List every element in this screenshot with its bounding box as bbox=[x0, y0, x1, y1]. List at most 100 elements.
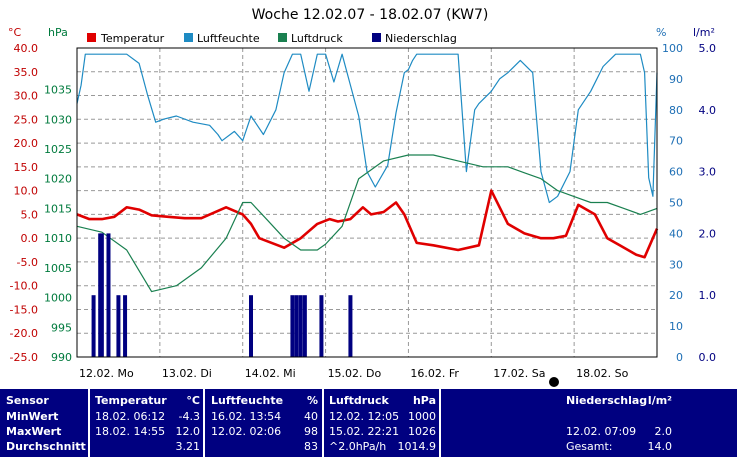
legend-label-luftfeuchte: Luftfeuchte bbox=[197, 32, 260, 45]
table-separator bbox=[88, 389, 90, 457]
precip-tick-label: 2.0 bbox=[699, 227, 717, 240]
precip-bar bbox=[116, 295, 121, 357]
pressure-tick-label: 995 bbox=[51, 321, 72, 334]
header-hum-unit: % bbox=[306, 394, 318, 407]
temp-tick-label: -5.0 bbox=[17, 256, 38, 269]
temp-tick-label: -10.0 bbox=[10, 280, 38, 293]
legend-label-niederschlag: Niederschlag bbox=[385, 32, 457, 45]
header-press-unit: hPa bbox=[412, 394, 436, 407]
temp-tick-label: 40.0 bbox=[14, 42, 39, 55]
precip-tick-label: 0.0 bbox=[699, 351, 717, 364]
pressure-tick-label: 1025 bbox=[44, 143, 72, 156]
humidity-tick-label: 80 bbox=[669, 104, 683, 117]
x-tick-label: 17.02. Sa bbox=[493, 367, 545, 380]
temp-tick-label: 20.0 bbox=[14, 137, 39, 150]
humidity-tick-label: 60 bbox=[669, 166, 683, 179]
x-tick-label: 13.02. Di bbox=[162, 367, 212, 380]
table-cell-press-val: 1026 bbox=[408, 425, 436, 438]
table-cell-press-time: 15.02. 22:21 bbox=[329, 425, 400, 438]
table-cell-hum-val: 83 bbox=[304, 440, 318, 453]
table-cell-rain-val: 2.0 bbox=[654, 425, 673, 438]
table-separator bbox=[322, 389, 324, 457]
table-cell-hum-time: 16.02. 13:54 bbox=[211, 410, 282, 423]
precip-bar bbox=[298, 295, 303, 357]
precip-bar bbox=[319, 295, 324, 357]
humidity-tick-label: 0 bbox=[676, 351, 683, 364]
table-cell-hum-val: 40 bbox=[304, 410, 318, 423]
chart-marks bbox=[76, 53, 659, 357]
x-tick-label: 18.02. So bbox=[576, 367, 628, 380]
table-cell-temp-val: -4.3 bbox=[178, 410, 200, 423]
plot-frame bbox=[76, 47, 658, 358]
temp-unit-label: °C bbox=[8, 26, 22, 39]
legend-swatch-niederschlag bbox=[372, 33, 381, 42]
axis-ticks: 40.0 35.0 30.0 25.0 20.0 15.0 10.0 5.0 0.0 -5.0 -1… bbox=[10, 42, 716, 380]
humidity-tick-label: 50 bbox=[669, 197, 683, 210]
pressure-unit-label: hPa bbox=[48, 26, 68, 39]
table-cell-press-time: 12.02. 12:05 bbox=[329, 410, 400, 423]
table-cell-rain-time: 12.02. 07:09 bbox=[566, 425, 637, 438]
precip-tick-label: 4.0 bbox=[699, 104, 717, 117]
humidity-unit-label: % bbox=[656, 26, 666, 39]
precip-bar bbox=[99, 233, 104, 357]
chart-title: Woche 12.02.07 - 18.02.07 (KW7) bbox=[252, 7, 489, 23]
precip-tick-label: 5.0 bbox=[699, 42, 717, 55]
weather-chart: Woche 12.02.07 - 18.02.07 (KW7) Temperat… bbox=[8, 7, 716, 387]
legend-swatch-luftfeuchte bbox=[184, 33, 193, 42]
humidity-tick-label: 10 bbox=[669, 320, 683, 333]
x-tick-label: 12.02. Mo bbox=[79, 367, 134, 380]
marker-dot bbox=[549, 377, 559, 387]
grid bbox=[77, 48, 657, 357]
pressure-tick-label: 1005 bbox=[44, 262, 72, 275]
temp-tick-label: 30.0 bbox=[14, 90, 39, 103]
table-cell-label: MinWert bbox=[6, 410, 59, 423]
temp-tick-label: -15.0 bbox=[10, 303, 38, 316]
table-cell-temp-time: 18.02. 06:12 bbox=[95, 410, 166, 423]
header-luftfeuchte: Luftfeuchte bbox=[211, 394, 284, 407]
humidity-tick-label: 30 bbox=[669, 258, 683, 271]
table-cell-label: Durchschnitt bbox=[6, 440, 86, 453]
header-rain-unit: l/m² bbox=[647, 394, 672, 407]
temp-tick-label: 15.0 bbox=[14, 161, 39, 174]
legend-label-luftdruck: Luftdruck bbox=[291, 32, 343, 45]
precip-bar bbox=[302, 295, 307, 357]
humidity-tick-label: 100 bbox=[662, 42, 683, 55]
temp-tick-label: 0.0 bbox=[21, 232, 39, 245]
table-cell-hum-time: 12.02. 02:06 bbox=[211, 425, 282, 438]
pressure-tick-label: 990 bbox=[51, 351, 72, 364]
x-tick-label: 15.02. Do bbox=[328, 367, 382, 380]
legend: Temperatur Luftfeuchte Luftdruck Nieders… bbox=[87, 32, 457, 45]
precip-bar bbox=[91, 295, 96, 357]
pressure-tick-label: 1015 bbox=[44, 202, 72, 215]
table-cell-press-val: 1000 bbox=[408, 410, 436, 423]
table-cell-rain-time: Gesamt: bbox=[566, 440, 613, 453]
table-cell-temp-time: 18.02. 14:55 bbox=[95, 425, 166, 438]
pressure-tick-label: 1010 bbox=[44, 232, 72, 245]
humidity-tick-label: 90 bbox=[669, 73, 683, 86]
table-separator bbox=[439, 389, 441, 457]
pressure-tick-label: 1000 bbox=[44, 292, 72, 305]
header-temp-unit: °C bbox=[186, 394, 200, 407]
series-line-temperatur bbox=[76, 189, 659, 259]
x-tick-label: 16.02. Fr bbox=[410, 367, 459, 380]
precip-tick-label: 3.0 bbox=[699, 166, 717, 179]
temp-tick-label: -20.0 bbox=[10, 327, 38, 340]
precip-tick-label: 1.0 bbox=[699, 289, 717, 302]
precip-bar bbox=[290, 295, 295, 357]
header-luftdruck: Luftdruck bbox=[329, 394, 389, 407]
table-cell-hum-val: 98 bbox=[304, 425, 318, 438]
table-separator bbox=[203, 389, 205, 457]
humidity-tick-label: 20 bbox=[669, 289, 683, 302]
x-tick-label: 14.02. Mi bbox=[245, 367, 296, 380]
precip-bar bbox=[348, 295, 353, 357]
humidity-tick-label: 40 bbox=[669, 227, 683, 240]
series-line-luftdruck bbox=[76, 154, 658, 293]
header-niederschlag: Niederschlag bbox=[566, 394, 648, 407]
pressure-tick-label: 1035 bbox=[44, 84, 72, 97]
temp-tick-label: -25.0 bbox=[10, 351, 38, 364]
series-line-luftfeuchte bbox=[76, 53, 658, 204]
table-cell-press-time: ^2.0hPa/h bbox=[329, 440, 387, 453]
temp-tick-label: 5.0 bbox=[21, 208, 39, 221]
precip-bar bbox=[249, 295, 253, 357]
table-cell-rain-val: 14.0 bbox=[647, 440, 673, 453]
